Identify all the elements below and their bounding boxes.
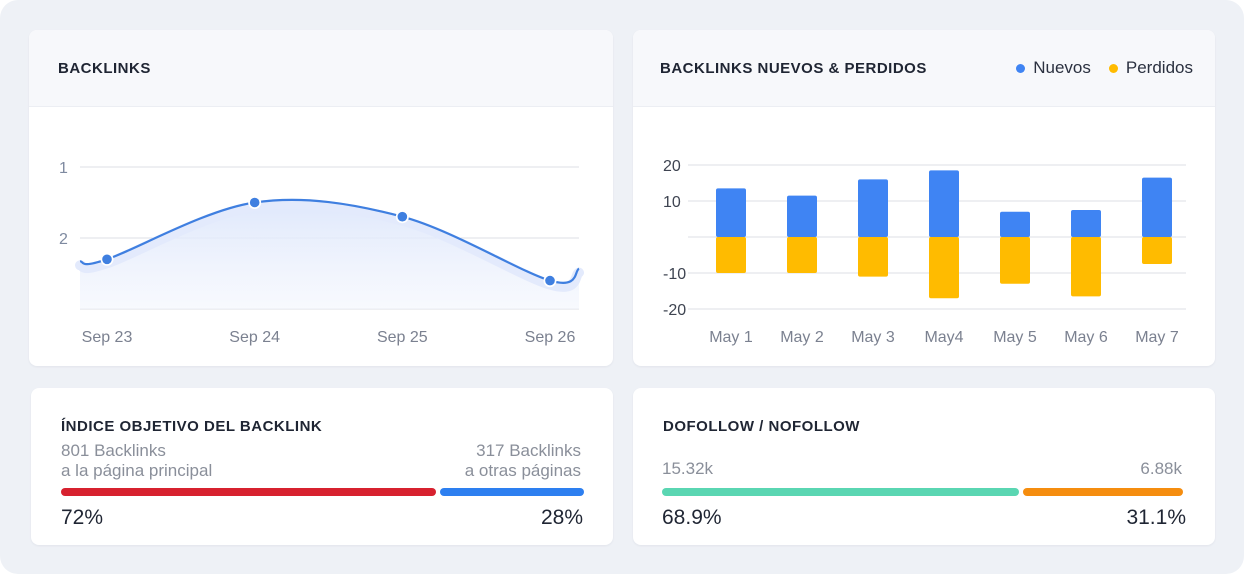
bar-perdidos[interactable] — [787, 237, 817, 273]
x-tick-label: May 7 — [1135, 329, 1179, 346]
legend-label-perdidos: Perdidos — [1125, 58, 1193, 77]
bar-nuevos[interactable] — [1142, 177, 1172, 237]
backlinks-line-chart: 1 2 Sep 23 Sep 24 Sep 25 Sep 26 — [59, 160, 584, 346]
follow-split-bar — [662, 488, 1183, 496]
x-tick-label: Sep 24 — [229, 329, 280, 346]
x-tick-label: May 1 — [709, 329, 753, 346]
x-tick-label: May 5 — [993, 329, 1037, 346]
follow-right-count: 6.88k — [1140, 459, 1182, 478]
legend-dot-perdidos — [1108, 63, 1118, 73]
y-tick-label: 2 — [59, 231, 68, 248]
new-lost-card-header: BACKLINKS NUEVOS & PERDIDOS Nuevos Perdi… — [633, 30, 1215, 107]
dofollow-nofollow-card: DOFOLLOW / NOFOLLOW 15.32k 6.88k 68.9% 3… — [633, 388, 1215, 545]
legend-item-nuevos: Nuevos — [1016, 58, 1091, 78]
y-tick-label: 10 — [663, 194, 681, 211]
legend-item-perdidos: Perdidos — [1108, 58, 1193, 78]
y-tick-label: 1 — [59, 160, 68, 177]
x-tick-label: May 6 — [1064, 329, 1108, 346]
follow-card-title: DOFOLLOW / NOFOLLOW — [663, 418, 860, 435]
index-left-count: 801 Backlinks — [61, 441, 166, 460]
bar-nuevos[interactable] — [858, 179, 888, 237]
x-tick-label: Sep 25 — [377, 329, 428, 346]
index-right-label: a otras páginas — [464, 461, 581, 480]
chart-legend: Nuevos Perdidos — [1016, 58, 1193, 78]
follow-left-percent: 68.9% — [662, 506, 722, 529]
follow-left-count: 15.32k — [662, 459, 714, 478]
bar-nuevos[interactable] — [1071, 210, 1101, 237]
bar-perdidos[interactable] — [1142, 237, 1172, 264]
backlink-target-index-card: ÍNDICE OBJETIVO DEL BACKLINK 801 Backlin… — [31, 388, 613, 545]
x-tick-label: Sep 23 — [82, 329, 133, 346]
new-lost-backlinks-card: BACKLINKS NUEVOS & PERDIDOS Nuevos Perdi… — [633, 30, 1215, 366]
new-lost-card-title: BACKLINKS NUEVOS & PERDIDOS — [660, 60, 927, 77]
x-tick-label: May 2 — [780, 329, 824, 346]
bar-perdidos[interactable] — [1071, 237, 1101, 297]
index-right-count: 317 Backlinks — [476, 441, 581, 460]
index-left-label: a la página principal — [61, 461, 213, 480]
index-right-percent: 28% — [540, 506, 583, 529]
backlinks-card-title: BACKLINKS — [58, 60, 151, 77]
area-fill — [80, 199, 579, 309]
x-tick-label: May4 — [924, 329, 963, 346]
follow-bar-nofollow-segment — [1023, 488, 1183, 496]
index-left-percent: 72% — [61, 506, 104, 529]
data-point[interactable] — [102, 254, 112, 265]
bar-nuevos[interactable] — [1000, 211, 1030, 237]
data-point[interactable] — [545, 275, 555, 286]
x-tick-label: Sep 26 — [525, 329, 576, 346]
bar-nuevos[interactable] — [929, 170, 959, 237]
y-tick-label: -20 — [663, 302, 686, 319]
bar-nuevos[interactable] — [716, 188, 746, 237]
data-point[interactable] — [397, 211, 408, 222]
legend-label-nuevos: Nuevos — [1033, 58, 1091, 77]
new-lost-bar-chart: 20 10 -10 -20 May 1 May 2 May 3 May4 May 5 May 6 M… — [663, 158, 1186, 346]
backlinks-card-header: BACKLINKS — [29, 30, 613, 107]
bar-perdidos[interactable] — [1000, 237, 1030, 284]
bar-nuevos[interactable] — [787, 195, 817, 237]
bar-perdidos[interactable] — [858, 237, 888, 277]
y-tick-label: -10 — [663, 266, 686, 283]
bar-perdidos[interactable] — [929, 237, 959, 299]
x-tick-label: May 3 — [851, 329, 895, 346]
backlinks-card: BACKLINKS 1 2 Sep 23 Sep 24 Sep 25 Sep 26 — [29, 30, 613, 366]
index-bar-other-pages-segment — [440, 488, 584, 496]
bar-perdidos[interactable] — [716, 237, 746, 273]
index-bar-main-page-segment — [61, 488, 436, 496]
follow-right-percent: 31.1% — [1126, 506, 1186, 529]
y-tick-label: 20 — [663, 158, 681, 175]
index-split-bar — [61, 488, 584, 496]
follow-bar-dofollow-segment — [662, 488, 1019, 496]
legend-dot-nuevos — [1016, 63, 1026, 73]
index-card-title: ÍNDICE OBJETIVO DEL BACKLINK — [61, 418, 323, 435]
data-point[interactable] — [249, 197, 260, 208]
